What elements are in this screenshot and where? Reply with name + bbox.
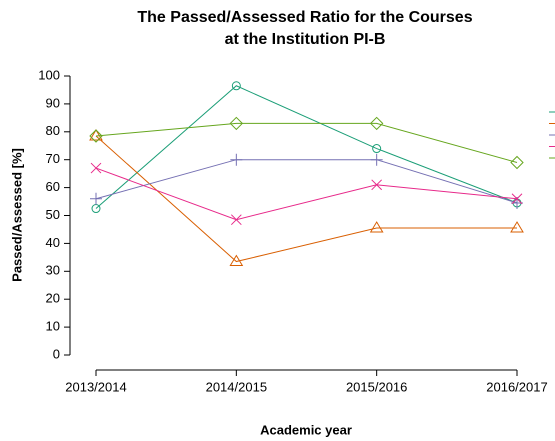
marker xyxy=(231,81,241,91)
marker xyxy=(90,162,102,174)
marker xyxy=(510,155,524,170)
series-line xyxy=(95,159,518,204)
marker xyxy=(372,144,382,154)
x-tick-label: 2015/2016 xyxy=(346,379,407,394)
chart-title: at the Institution PI-B xyxy=(225,31,386,48)
series-line xyxy=(95,167,518,221)
y-tick-label: 60 xyxy=(46,179,60,194)
marker xyxy=(230,214,242,226)
y-tick-label: 100 xyxy=(38,67,60,82)
y-tick-label: 30 xyxy=(46,263,60,278)
marker xyxy=(510,221,524,233)
y-tick-label: 0 xyxy=(53,346,60,361)
y-tick-label: 10 xyxy=(46,319,60,334)
y-tick-label: 80 xyxy=(46,123,60,138)
marker xyxy=(89,129,103,143)
marker xyxy=(230,153,243,166)
y-tick-label: 20 xyxy=(46,291,60,306)
marker xyxy=(369,116,384,131)
series-line xyxy=(95,85,518,209)
x-tick-label: 2014/2015 xyxy=(206,379,267,394)
x-tick-label: 2016/2017 xyxy=(486,379,547,394)
series-line xyxy=(95,135,517,263)
y-axis-title: Passed/Assessed [%] xyxy=(9,148,24,282)
marker xyxy=(89,129,103,141)
y-tick-label: 70 xyxy=(46,151,60,166)
x-tick-label: 2013/2014 xyxy=(65,379,126,394)
y-tick-label: 40 xyxy=(46,235,60,250)
marker xyxy=(511,193,523,205)
y-tick-label: 50 xyxy=(46,207,60,222)
marker xyxy=(90,192,102,205)
marker xyxy=(370,153,383,166)
y-tick-label: 90 xyxy=(46,95,60,110)
marker xyxy=(229,116,244,131)
series-line xyxy=(95,122,518,163)
marker xyxy=(229,254,244,267)
chart-title: The Passed/Assessed Ratio for the Course… xyxy=(137,9,472,26)
marker xyxy=(371,179,383,191)
x-axis-title: Academic year xyxy=(260,422,352,437)
marker xyxy=(369,221,384,233)
